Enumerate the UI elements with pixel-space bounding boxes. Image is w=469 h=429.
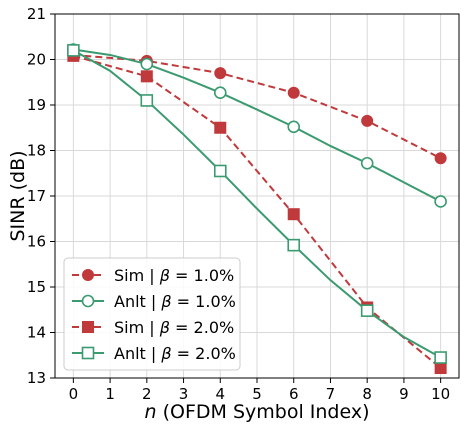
x-axis-ticks: 0 1 2 3 4 5 6 7 8 9 10 xyxy=(69,378,450,403)
data-point xyxy=(360,156,374,170)
y-tick-label: 18 xyxy=(27,142,46,160)
series-line xyxy=(73,53,442,160)
data-point xyxy=(434,195,447,208)
data-point xyxy=(287,120,301,134)
legend-marker xyxy=(81,346,95,360)
legend-label: Sim | β = 2.0% xyxy=(114,318,234,337)
legend-label: Anlt | β = 2.0% xyxy=(114,344,236,363)
series-line xyxy=(73,54,442,369)
data-point xyxy=(67,44,80,57)
series-4 xyxy=(67,44,447,364)
x-tick-label: 4 xyxy=(215,385,225,403)
data-point xyxy=(214,121,227,134)
legend-item: Anlt | β = 2.0% xyxy=(72,344,236,363)
y-tick-label: 13 xyxy=(27,369,46,387)
x-tick-label: 10 xyxy=(431,385,450,403)
data-point xyxy=(361,114,374,127)
data-point xyxy=(140,94,154,107)
legend-marker xyxy=(82,269,94,281)
legend-marker xyxy=(81,294,95,308)
y-axis-ticks: 13 14 15 16 17 18 19 20 21 xyxy=(27,5,55,387)
legend-label: Sim | β = 1.0% xyxy=(114,266,234,285)
legend-marker xyxy=(82,321,94,333)
data-point xyxy=(287,208,300,221)
y-tick-label: 19 xyxy=(27,96,46,114)
legend-box xyxy=(63,257,241,371)
data-point xyxy=(434,351,447,364)
legend-label: Anlt | β = 1.0% xyxy=(114,292,236,311)
x-tick-label: 0 xyxy=(69,385,79,403)
x-tick-label: 7 xyxy=(326,385,336,403)
data-point xyxy=(434,361,447,374)
y-tick-label: 16 xyxy=(27,233,46,251)
y-tick-label: 14 xyxy=(27,324,46,342)
legend-item: Anlt | β = 1.0% xyxy=(72,292,236,311)
data-point xyxy=(140,70,153,83)
data-point xyxy=(213,164,227,178)
y-axis-label: SINR (dB) xyxy=(7,150,29,241)
series-line xyxy=(72,49,442,359)
x-tick-label: 9 xyxy=(399,385,409,403)
y-tick-label: 17 xyxy=(27,187,46,205)
legend: Sim | β = 1.0% Anlt | β = 1.0% Sim | β = 2… xyxy=(63,257,241,371)
x-axis-label: n (OFDM Symbol Index) xyxy=(145,401,370,423)
data-point xyxy=(287,86,300,99)
data-point xyxy=(360,304,374,317)
series-line xyxy=(73,48,442,203)
y-tick-label: 20 xyxy=(27,51,46,69)
data-point xyxy=(214,67,227,80)
legend-item: Sim | β = 1.0% xyxy=(72,266,234,285)
data-point xyxy=(434,152,447,165)
x-tick-label: 5 xyxy=(252,385,262,403)
x-tick-label: 1 xyxy=(105,385,115,403)
y-tick-label: 21 xyxy=(27,5,46,23)
x-tick-label: 8 xyxy=(362,385,372,403)
legend-item: Sim | β = 2.0% xyxy=(72,318,234,337)
legend-items: Sim | β = 1.0% Anlt | β = 1.0% Sim | β = 2… xyxy=(72,266,236,363)
x-tick-label: 2 xyxy=(142,385,152,403)
y-tick-label: 15 xyxy=(27,278,46,296)
series-layer xyxy=(67,43,447,374)
data-point xyxy=(213,86,227,100)
data-point xyxy=(287,238,301,252)
data-point xyxy=(140,57,154,71)
x-tick-label: 6 xyxy=(289,385,299,403)
x-tick-label: 3 xyxy=(179,385,189,403)
